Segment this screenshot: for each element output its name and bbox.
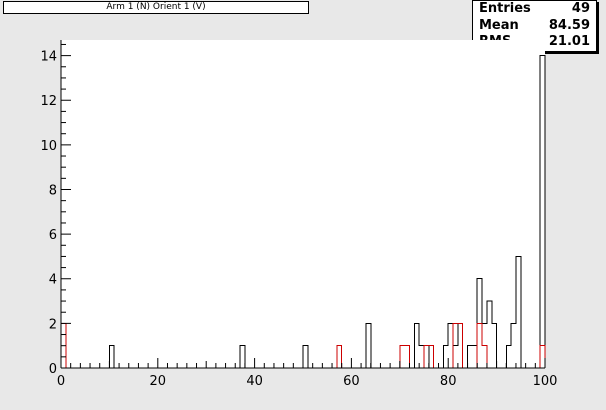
y-tick-label: 14 [40, 50, 57, 65]
x-tick-label: 80 [440, 374, 457, 389]
y-tick-label: 6 [49, 228, 57, 243]
y-tick-label: 8 [49, 183, 57, 198]
x-tick-label: 40 [246, 374, 263, 389]
x-tick-label: 20 [150, 374, 167, 389]
stat-value: 84.59 [548, 17, 590, 33]
stat-row-entries: Entries 49 [473, 1, 596, 18]
y-tick-label: 4 [49, 273, 57, 288]
plot-frame [61, 40, 545, 368]
x-tick-label: 0 [57, 374, 65, 389]
stat-label: Entries [479, 1, 531, 16]
y-tick-label: 2 [49, 317, 57, 332]
stat-row-mean: Mean 84.59 [473, 18, 596, 35]
x-tick-label: 60 [343, 374, 360, 389]
y-tick-label: 0 [49, 362, 57, 377]
x-tick-label: 100 [533, 374, 558, 389]
y-tick-label: 12 [40, 94, 57, 109]
stat-label: Mean [479, 17, 519, 33]
chart-title: Arm 1 (N) Orient 1 (V) [3, 1, 309, 14]
y-tick-label: 10 [40, 139, 57, 154]
stat-value: 49 [571, 1, 590, 16]
stat-value: 21.01 [548, 34, 590, 49]
